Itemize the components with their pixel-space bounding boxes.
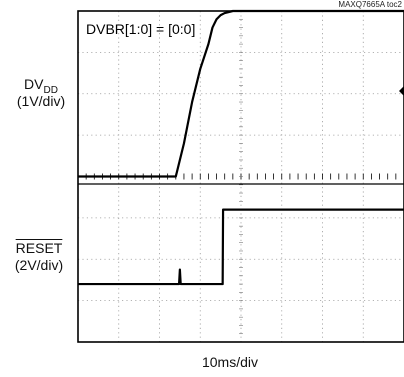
dvdd-name-main: DV [24, 76, 44, 92]
dvdd-scale: (1V/div) [16, 93, 66, 109]
channel-label-dvdd: DVDD (1V/div) [6, 76, 76, 110]
channel-label-reset: RESET (2V/div) [2, 240, 76, 274]
dvdd-name: DVDD [24, 76, 58, 95]
register-annotation: DVBR[1:0] = [0:0] [86, 21, 195, 37]
reset-name: RESET [15, 240, 63, 256]
scope-traces [78, 9, 404, 286]
trace-reset [78, 208, 404, 286]
channel-marker-icon [399, 86, 404, 96]
trace-dvdd [78, 9, 404, 178]
reset-scale: (2V/div) [14, 257, 64, 273]
dvdd-name-sub: DD [43, 84, 58, 96]
figure-code: MAXQ7665A toc2 [338, 0, 402, 9]
x-axis-label: 10ms/div [201, 354, 259, 370]
